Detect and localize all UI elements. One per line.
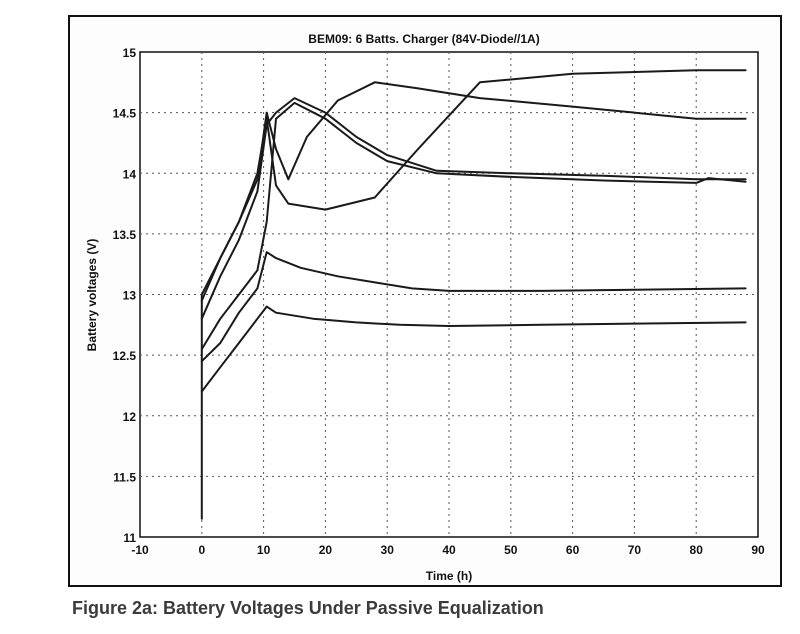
series-layer: [200, 69, 747, 520]
y-tick-labels: 11 11.5 12 12.5 13 13.5 14 14.5 15: [113, 46, 137, 545]
x-tick-label: 90: [751, 543, 765, 557]
y-tick-label: 15: [123, 46, 137, 60]
x-tick-label: 60: [566, 543, 580, 557]
y-tick-label: 11: [123, 531, 136, 545]
x-axis-label: Time (h): [426, 569, 472, 583]
series-line-5: [200, 251, 747, 363]
series-line-6: [200, 305, 747, 393]
y-tick-label: 14: [123, 167, 137, 181]
chart-title: BEM09: 6 Batts. Charger (84V-Diode//1A): [308, 32, 539, 46]
x-tick-label: 50: [504, 543, 518, 557]
figure-frame: BEM09: 6 Batts. Charger (84V-Diode//1A) …: [68, 15, 782, 587]
x-tick-labels: -10 0 10 20 30 40 50 60 70 80 90: [131, 543, 765, 557]
y-tick-label: 13.5: [113, 228, 137, 242]
y-tick-label: 11.5: [113, 470, 136, 484]
x-tick-label: 70: [628, 543, 642, 557]
series-line-2: [200, 69, 747, 302]
y-tick-label: 13: [123, 289, 137, 303]
x-tick-label: 30: [381, 543, 395, 557]
series-line-3: [200, 97, 747, 320]
battery-voltage-chart: BEM09: 6 Batts. Charger (84V-Diode//1A) …: [85, 32, 765, 583]
x-tick-label: 10: [257, 543, 271, 557]
x-tick-label: 40: [442, 543, 456, 557]
x-tick-label: 0: [198, 543, 205, 557]
x-tick-label: -10: [131, 543, 149, 557]
y-tick-label: 14.5: [113, 107, 137, 121]
y-axis-label: Battery voltages (V): [85, 239, 99, 352]
grid-layer: [140, 52, 758, 537]
y-tick-label: 12.5: [113, 349, 137, 363]
x-tick-label: 20: [319, 543, 333, 557]
x-tick-label: 80: [690, 543, 704, 557]
series-line-4: [200, 101, 747, 351]
y-tick-label: 12: [123, 410, 137, 424]
figure-caption: Figure 2a: Battery Voltages Under Passiv…: [72, 598, 544, 618]
